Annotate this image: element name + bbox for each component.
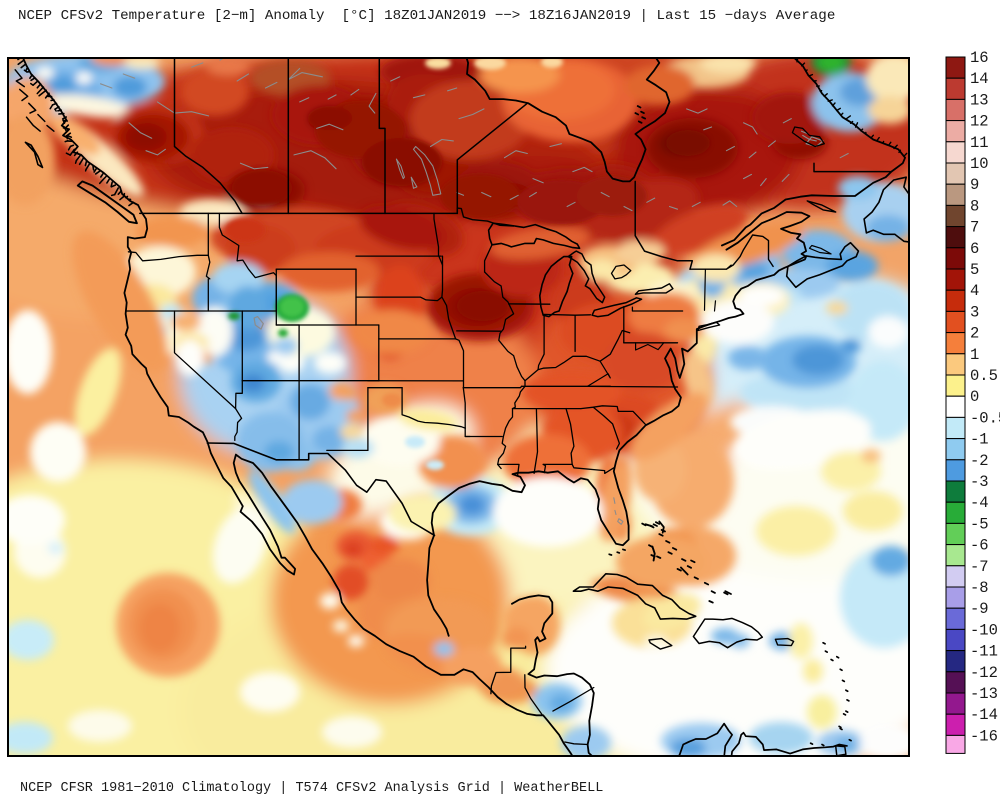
svg-text:-14: -14 xyxy=(970,706,998,724)
svg-text:16: 16 xyxy=(970,49,989,67)
svg-text:-12: -12 xyxy=(970,664,998,682)
svg-text:-7: -7 xyxy=(970,558,989,576)
svg-text:13: 13 xyxy=(970,91,989,109)
svg-text:11: 11 xyxy=(970,134,989,152)
svg-text:6: 6 xyxy=(970,240,979,258)
svg-text:9: 9 xyxy=(970,176,979,194)
svg-text:-13: -13 xyxy=(970,685,998,703)
svg-text:NCEP CFSv2 Temperature [2−m] A: NCEP CFSv2 Temperature [2−m] Anomaly [°C… xyxy=(18,8,835,24)
svg-text:-4: -4 xyxy=(970,494,989,512)
svg-text:-6: -6 xyxy=(970,537,989,555)
svg-text:-8: -8 xyxy=(970,579,989,597)
svg-text:NCEP CFSR 1981−2010 Climatolog: NCEP CFSR 1981−2010 Climatology | T574 C… xyxy=(20,781,603,796)
svg-text:-11: -11 xyxy=(970,643,998,661)
svg-text:12: 12 xyxy=(970,113,989,131)
svg-text:-9: -9 xyxy=(970,600,989,618)
svg-text:5: 5 xyxy=(970,261,979,279)
svg-text:3: 3 xyxy=(970,303,979,321)
svg-text:-3: -3 xyxy=(970,473,989,491)
svg-text:-0.5: -0.5 xyxy=(970,409,1000,427)
svg-text:0: 0 xyxy=(970,388,979,406)
svg-text:-5: -5 xyxy=(970,515,989,533)
svg-text:7: 7 xyxy=(970,219,979,237)
svg-text:-2: -2 xyxy=(970,452,989,470)
svg-text:-10: -10 xyxy=(970,621,998,639)
svg-text:0.5: 0.5 xyxy=(970,367,998,385)
svg-text:-1: -1 xyxy=(970,431,989,449)
svg-text:14: 14 xyxy=(970,70,989,88)
svg-text:4: 4 xyxy=(970,282,979,300)
svg-text:1: 1 xyxy=(970,346,979,364)
svg-text:-16: -16 xyxy=(970,727,998,745)
svg-text:2: 2 xyxy=(970,325,979,343)
svg-text:10: 10 xyxy=(970,155,989,173)
svg-text:8: 8 xyxy=(970,197,979,215)
